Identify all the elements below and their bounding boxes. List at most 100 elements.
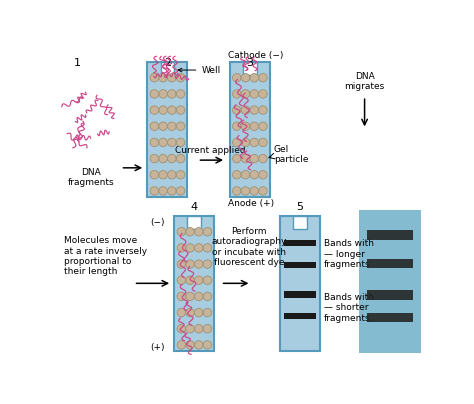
Circle shape xyxy=(150,138,159,147)
Circle shape xyxy=(176,122,185,130)
Text: DNA
fragments: DNA fragments xyxy=(68,168,115,187)
Circle shape xyxy=(250,106,258,114)
Circle shape xyxy=(150,122,159,130)
Circle shape xyxy=(186,324,194,333)
Bar xyxy=(161,62,174,75)
Bar xyxy=(147,62,188,197)
Bar xyxy=(243,62,257,75)
Circle shape xyxy=(259,170,267,179)
Text: 4: 4 xyxy=(191,202,198,213)
Circle shape xyxy=(194,324,203,333)
Text: (−): (−) xyxy=(151,218,165,227)
Circle shape xyxy=(194,308,203,317)
Text: Gel
particle: Gel particle xyxy=(273,145,308,164)
Circle shape xyxy=(259,187,267,195)
Circle shape xyxy=(241,138,250,147)
Bar xyxy=(367,313,413,322)
Circle shape xyxy=(233,170,241,179)
Circle shape xyxy=(176,90,185,98)
Circle shape xyxy=(194,276,203,284)
Circle shape xyxy=(203,276,212,284)
Circle shape xyxy=(177,260,185,268)
Circle shape xyxy=(203,324,212,333)
Circle shape xyxy=(159,74,167,82)
Circle shape xyxy=(250,90,258,98)
Circle shape xyxy=(194,227,203,236)
Bar xyxy=(280,216,320,351)
Text: Current applied: Current applied xyxy=(175,146,246,155)
Circle shape xyxy=(259,74,267,82)
Circle shape xyxy=(250,122,258,130)
Circle shape xyxy=(168,154,176,163)
Circle shape xyxy=(203,260,212,268)
Bar xyxy=(367,259,413,268)
Circle shape xyxy=(259,154,267,163)
Circle shape xyxy=(241,74,250,82)
Text: Bands with
— longer
fragments: Bands with — longer fragments xyxy=(324,239,374,269)
Circle shape xyxy=(177,292,185,301)
Circle shape xyxy=(159,122,167,130)
Circle shape xyxy=(159,187,167,195)
Circle shape xyxy=(194,244,203,252)
Circle shape xyxy=(176,138,185,147)
Circle shape xyxy=(159,154,167,163)
Circle shape xyxy=(186,341,194,349)
Circle shape xyxy=(241,122,250,130)
Circle shape xyxy=(186,227,194,236)
Circle shape xyxy=(168,122,176,130)
Circle shape xyxy=(177,244,185,252)
Circle shape xyxy=(250,74,258,82)
Circle shape xyxy=(150,170,159,179)
Circle shape xyxy=(159,138,167,147)
Circle shape xyxy=(186,244,194,252)
Circle shape xyxy=(159,106,167,114)
Circle shape xyxy=(150,74,159,82)
Circle shape xyxy=(241,106,250,114)
Circle shape xyxy=(168,90,176,98)
Circle shape xyxy=(159,170,167,179)
Circle shape xyxy=(150,90,159,98)
Circle shape xyxy=(250,154,258,163)
Bar xyxy=(359,210,421,353)
Circle shape xyxy=(203,292,212,301)
Circle shape xyxy=(194,260,203,268)
Circle shape xyxy=(194,292,203,301)
Circle shape xyxy=(259,138,267,147)
Circle shape xyxy=(176,74,185,82)
Circle shape xyxy=(203,227,212,236)
Circle shape xyxy=(203,341,212,349)
Bar xyxy=(230,62,270,197)
Circle shape xyxy=(150,187,159,195)
Bar xyxy=(174,216,214,351)
Circle shape xyxy=(177,324,185,333)
Circle shape xyxy=(177,276,185,284)
Circle shape xyxy=(233,138,241,147)
Circle shape xyxy=(177,308,185,317)
Bar xyxy=(284,262,316,268)
Text: Cathode (−): Cathode (−) xyxy=(228,51,283,60)
Circle shape xyxy=(233,106,241,114)
Circle shape xyxy=(186,276,194,284)
Circle shape xyxy=(176,154,185,163)
Circle shape xyxy=(176,170,185,179)
Circle shape xyxy=(168,74,176,82)
Text: Bands with
— shorter
fragments: Bands with — shorter fragments xyxy=(324,293,374,323)
Circle shape xyxy=(203,308,212,317)
Circle shape xyxy=(233,122,241,130)
Text: (+): (+) xyxy=(151,343,165,352)
Bar xyxy=(367,290,413,299)
Circle shape xyxy=(186,292,194,301)
Circle shape xyxy=(259,106,267,114)
Circle shape xyxy=(150,154,159,163)
Circle shape xyxy=(250,187,258,195)
Text: 5: 5 xyxy=(296,202,303,213)
Circle shape xyxy=(241,154,250,163)
Circle shape xyxy=(194,341,203,349)
Text: Anode (+): Anode (+) xyxy=(228,200,274,208)
Text: DNA
migrates: DNA migrates xyxy=(345,72,385,91)
Text: Perform
autoradiography
or incubate with
fluorescent dye: Perform autoradiography or incubate with… xyxy=(211,227,287,267)
Circle shape xyxy=(241,170,250,179)
Circle shape xyxy=(150,106,159,114)
Bar xyxy=(284,291,316,298)
Circle shape xyxy=(241,90,250,98)
